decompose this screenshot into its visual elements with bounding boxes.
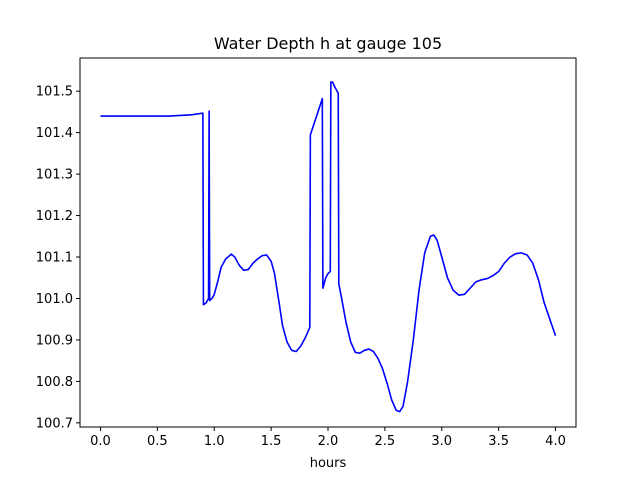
y-tick-label: 101.3: [36, 168, 73, 183]
x-tick-label: 2.5: [375, 434, 396, 449]
x-tick-label: 2.0: [318, 434, 339, 449]
x-axis-label: hours: [310, 456, 347, 471]
x-axis-ticks: 0.0 0.5 1.0 1.5 2.0 2.5 3.0 3.5 4.0: [90, 427, 566, 449]
x-tick-label: 0.0: [90, 434, 111, 449]
y-tick-label: 101.4: [36, 126, 73, 141]
y-tick-label: 100.9: [36, 333, 73, 348]
x-tick-label: 1.0: [204, 434, 225, 449]
chart-title: Water Depth h at gauge 105: [214, 34, 442, 53]
x-tick-label: 4.0: [545, 434, 566, 449]
y-tick-label: 100.7: [36, 416, 73, 431]
plot-frame: [79, 57, 577, 428]
y-tick-label: 101.5: [36, 85, 73, 100]
x-tick-label: 1.5: [261, 434, 282, 449]
series-line-0: [100, 81, 557, 413]
x-tick-label: 3.0: [431, 434, 452, 449]
x-tick-label: 0.5: [147, 434, 168, 449]
y-tick-label: 101.1: [36, 251, 73, 266]
y-tick-label: 101.0: [36, 292, 73, 307]
series-layer: [100, 81, 557, 413]
y-tick-label: 100.8: [36, 375, 73, 390]
y-tick-label: 101.2: [36, 209, 73, 224]
x-tick-label: 3.5: [488, 434, 509, 449]
y-axis-ticks: 100.7 100.8 100.9 101.0 101.1 101.2 101.3 101.4…: [36, 85, 80, 431]
